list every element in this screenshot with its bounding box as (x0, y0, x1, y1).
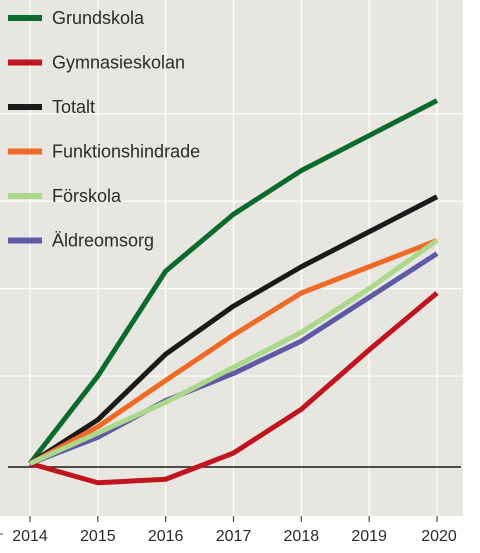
x-tick-label: 2020 (421, 528, 457, 545)
legend-label-totalt: Totalt (52, 97, 95, 117)
x-tick-label: 2014 (12, 528, 48, 545)
series-line-totalt (28, 194, 439, 466)
x-axis: 2014 2015 2016 2017 2018 2019 2020 (0, 516, 457, 545)
series-line-f-rskola (28, 238, 439, 466)
series-line-gymnasieskolan (29, 291, 439, 486)
x-tick-label: 2016 (148, 528, 184, 545)
legend: Grundskola Gymnasieskolan Totalt Funktionsh… (8, 8, 200, 251)
gridlines (0, 0, 463, 516)
series-line-grundskola (28, 98, 439, 466)
series-line--ldreomsorg (29, 251, 439, 466)
legend-label-funktionshindrade: Funktionshindrade (52, 142, 200, 162)
series-lines (28, 98, 439, 486)
x-tick-label: 2018 (284, 528, 320, 545)
legend-label--ldreomsorg: Äldreomsorg (52, 231, 154, 251)
x-tick-label: 2017 (216, 528, 252, 545)
series-line-funktionshindrade (28, 238, 438, 466)
x-tick-label: 2019 (351, 528, 387, 545)
legend-label-f-rskola: Förskola (52, 186, 122, 206)
x-tick-label: 2015 (80, 528, 116, 545)
legend-label-grundskola: Grundskola (52, 8, 145, 28)
legend-label-gymnasieskolan: Gymnasieskolan (52, 53, 185, 73)
